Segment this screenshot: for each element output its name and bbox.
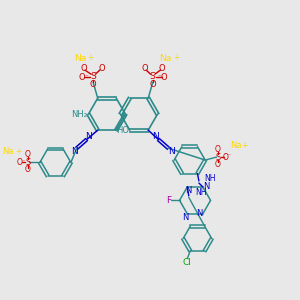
Text: O: O bbox=[215, 145, 220, 154]
Text: ⁻: ⁻ bbox=[22, 160, 25, 165]
Text: N: N bbox=[71, 147, 78, 156]
Text: N: N bbox=[203, 182, 210, 191]
Text: O: O bbox=[223, 153, 229, 162]
Text: O: O bbox=[161, 73, 167, 82]
Text: NH₂: NH₂ bbox=[71, 110, 87, 119]
Text: N: N bbox=[152, 132, 159, 141]
Text: N: N bbox=[196, 209, 202, 218]
Text: O: O bbox=[80, 64, 87, 73]
Text: O: O bbox=[149, 80, 156, 88]
Text: +: + bbox=[15, 147, 21, 156]
Text: O: O bbox=[98, 64, 105, 73]
Text: S: S bbox=[90, 72, 96, 81]
Text: NH: NH bbox=[204, 174, 215, 183]
Text: ⁻: ⁻ bbox=[158, 74, 161, 80]
Text: O: O bbox=[25, 151, 31, 160]
Text: O: O bbox=[25, 165, 31, 174]
Text: Na: Na bbox=[75, 54, 87, 63]
Text: Na: Na bbox=[159, 54, 171, 63]
Text: N: N bbox=[168, 147, 175, 156]
Text: ⁻: ⁻ bbox=[228, 154, 231, 160]
Text: HO: HO bbox=[116, 126, 130, 135]
Text: Cl: Cl bbox=[183, 258, 192, 267]
Text: O: O bbox=[79, 73, 85, 82]
Text: F: F bbox=[166, 196, 171, 205]
Text: N: N bbox=[85, 132, 92, 141]
Text: S: S bbox=[25, 158, 31, 167]
Text: Na: Na bbox=[230, 141, 242, 150]
Text: O: O bbox=[17, 158, 23, 167]
Text: NH: NH bbox=[196, 188, 207, 197]
Text: ⁻: ⁻ bbox=[85, 74, 88, 80]
Text: +: + bbox=[242, 141, 248, 150]
Text: O: O bbox=[215, 160, 220, 169]
Text: O: O bbox=[90, 80, 97, 88]
Text: +: + bbox=[173, 53, 179, 62]
Text: O: O bbox=[159, 64, 166, 73]
Text: N: N bbox=[186, 186, 192, 195]
Text: N: N bbox=[183, 213, 189, 222]
Text: O: O bbox=[141, 64, 148, 73]
Text: Na: Na bbox=[2, 147, 14, 156]
Text: S: S bbox=[215, 153, 220, 162]
Text: S: S bbox=[150, 72, 156, 81]
Text: +: + bbox=[87, 53, 93, 62]
